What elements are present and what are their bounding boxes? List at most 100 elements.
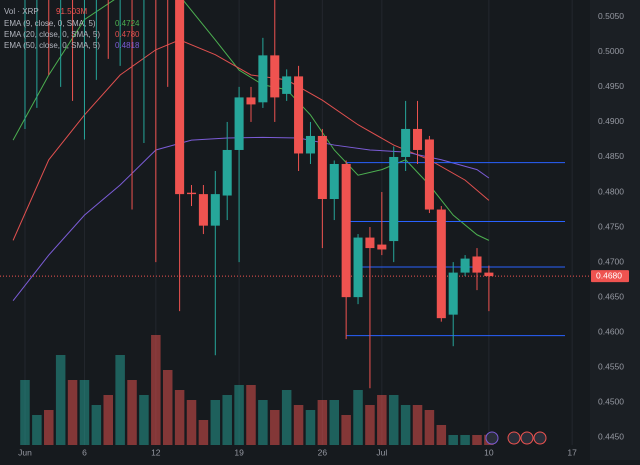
volume-bar: [67, 380, 78, 445]
event-icon[interactable]: [507, 431, 521, 445]
ema-legend-value: 0.4724: [115, 19, 140, 28]
volume-bar: [55, 355, 66, 445]
event-icon[interactable]: [533, 431, 547, 445]
x-tick-label: 17: [567, 447, 577, 457]
volume-bar: [270, 410, 280, 445]
volume-bar: [79, 380, 90, 445]
volume-bar: [151, 335, 161, 445]
y-tick-label: 0.4750: [598, 221, 624, 231]
y-tick-label: 0.4450: [598, 432, 624, 442]
volume-bar: [460, 435, 470, 445]
candle-body: [341, 163, 351, 298]
volume-legend-value: 91.503M: [56, 7, 87, 16]
candle-body: [448, 272, 458, 315]
x-tick-label: Jun: [18, 447, 32, 457]
volume-bar: [222, 395, 232, 445]
x-tick-label: 12: [151, 447, 161, 457]
candle-body: [258, 55, 268, 103]
candle-body: [365, 237, 375, 249]
volume-bar: [32, 415, 42, 445]
volume-legend: Vol · XRP: [4, 7, 39, 16]
volume-bar: [353, 390, 363, 445]
volume-bar: [448, 435, 458, 445]
candle-body: [329, 163, 339, 200]
y-tick-label: 0.5050: [598, 11, 624, 21]
volume-bar: [234, 385, 244, 445]
x-tick-label: 19: [234, 447, 244, 457]
ema-legend: EMA (9, close, 0, SMA, 5): [4, 19, 96, 28]
y-tick-label: 0.4800: [598, 186, 624, 196]
y-tick-label: 0.4600: [598, 326, 624, 336]
candle-body: [460, 258, 470, 273]
volume-bar: [400, 405, 411, 445]
volume-bar: [424, 410, 435, 445]
y-tick-label: 0.4950: [598, 81, 624, 91]
candle-body: [353, 237, 363, 298]
volume-bar: [365, 405, 375, 445]
volume-bar: [246, 385, 256, 445]
volume-bar: [91, 405, 102, 445]
volume-bar: [388, 395, 399, 445]
price-axis-panel: [590, 0, 640, 460]
candles-layer: [24, 0, 494, 389]
volume-bar: [377, 395, 387, 445]
volume-bar: [210, 400, 221, 445]
candle-body: [186, 192, 197, 195]
axes: 0.5050 0.5000 0.4950 0.4900 0.4850 0.4800 0.47…: [18, 11, 629, 457]
ema-legend-value: 0.4818: [115, 41, 140, 50]
volume-bar: [174, 390, 185, 445]
last-price-label: 0.4680: [596, 270, 622, 280]
volume-bar: [281, 390, 292, 445]
candle-body: [294, 76, 304, 154]
event-icon[interactable]: [485, 431, 499, 445]
volume-bar: [162, 370, 173, 445]
candle-body: [424, 139, 434, 210]
volume-bar: [186, 400, 197, 445]
ema-legend: EMA (20, close, 0, SMA, 5): [4, 30, 100, 39]
candle-body: [198, 194, 208, 226]
candle-body: [401, 128, 411, 157]
ema-legend-value: 0.4780: [115, 30, 140, 39]
volume-bar: [127, 380, 137, 445]
candle-body: [222, 149, 232, 196]
volume-bar: [472, 435, 482, 445]
candle-body: [305, 135, 315, 154]
volume-bar: [44, 410, 54, 445]
candle-body: [472, 256, 482, 273]
volume-bar: [293, 405, 304, 445]
y-tick-label: 0.5000: [598, 46, 624, 56]
candle-body: [175, 0, 185, 195]
volume-bar: [103, 395, 114, 445]
event-icon[interactable]: [520, 431, 534, 445]
volume-bar: [329, 400, 340, 445]
x-tick-label: 10: [484, 447, 494, 457]
volume-bar: [258, 400, 268, 445]
y-tick-label: 0.4900: [598, 116, 624, 126]
volume-bar: [341, 415, 351, 445]
legend: Vol · XRP 91.503M EMA (9, close, 0, SMA, 5…: [4, 7, 140, 50]
candle-body: [270, 55, 280, 98]
volume-bar: [317, 400, 328, 445]
y-tick-label: 0.4500: [598, 397, 624, 407]
candle-body: [234, 97, 244, 150]
candle-body: [210, 194, 220, 226]
x-tick-label: Jul: [376, 447, 387, 457]
candle-body: [413, 128, 423, 150]
candle-body: [282, 76, 292, 94]
candle-body: [389, 156, 399, 242]
y-tick-label: 0.4700: [598, 256, 624, 266]
x-tick-label: 26: [318, 447, 328, 457]
y-tick-label: 0.4550: [598, 361, 624, 371]
y-tick-label: 0.4650: [598, 291, 624, 301]
candle-body: [484, 272, 494, 277]
volume-bar: [412, 405, 423, 445]
candle-body: [436, 209, 446, 319]
candle-body: [246, 97, 256, 105]
last-price-box: [591, 270, 629, 283]
volume-bar: [198, 420, 209, 445]
volume-bar: [305, 410, 316, 445]
candle-body: [377, 244, 387, 250]
volume-bar: [436, 425, 447, 445]
